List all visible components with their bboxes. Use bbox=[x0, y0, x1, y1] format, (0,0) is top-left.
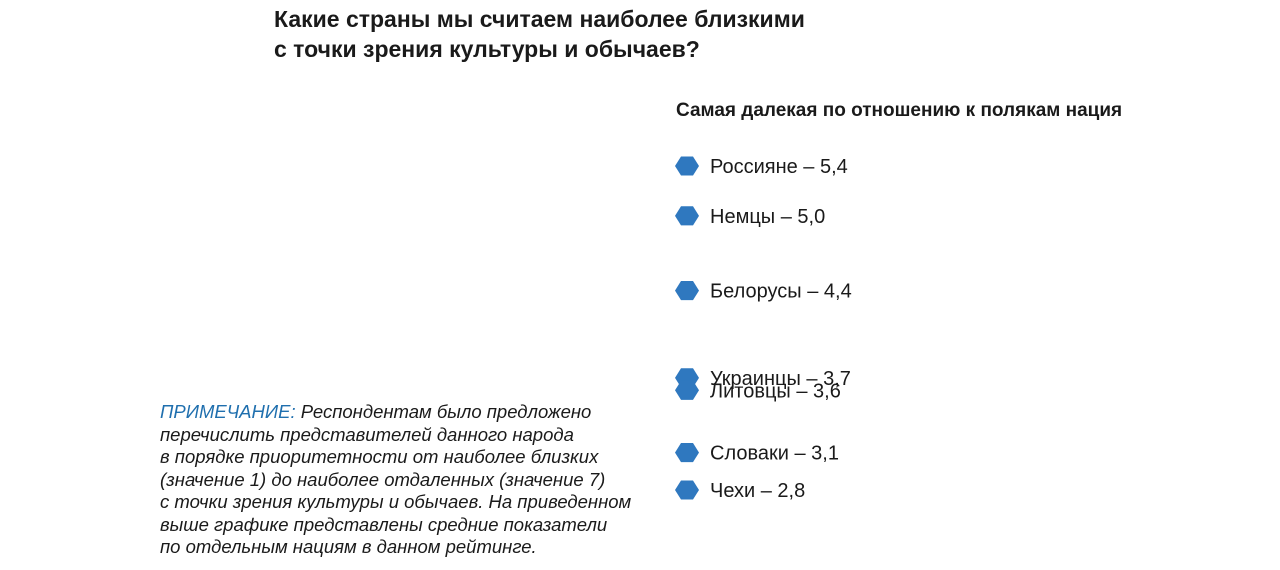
chart-point-label: Словаки – 3,1 bbox=[710, 443, 839, 465]
hexagon-marker-icon bbox=[675, 156, 699, 176]
note-line-3: в порядке приоритетности от наиболее бли… bbox=[160, 446, 599, 467]
chart-point: Чехи – 2,8 bbox=[675, 480, 805, 502]
chart-point-label: Чехи – 2,8 bbox=[710, 480, 805, 502]
note-text-1: Респондентам было предложено bbox=[300, 401, 592, 422]
hexagon-marker-icon bbox=[675, 281, 699, 301]
hexagon-marker-icon bbox=[675, 443, 699, 463]
note-line-1: ПРИМЕЧАНИЕ: Респондентам было предложено bbox=[160, 401, 660, 424]
chart-point: Немцы – 5,0 bbox=[675, 206, 825, 228]
chart-title-line-2: с точки зрения культуры и обычаев? bbox=[274, 36, 700, 62]
chart-point: Россияне – 5,4 bbox=[675, 156, 848, 178]
methodology-note: ПРИМЕЧАНИЕ: Респондентам было предложено… bbox=[160, 401, 660, 559]
chart-point: Белорусы – 4,4 bbox=[675, 281, 852, 303]
note-line-5: с точки зрения культуры и обычаев. На пр… bbox=[160, 491, 632, 512]
chart-point: Словаки – 3,1 bbox=[675, 443, 839, 465]
note-line-6: выше графике представлены средние показа… bbox=[160, 513, 608, 535]
chart-subtitle: Самая далекая по отношению к полякам нац… bbox=[676, 100, 1123, 121]
chart-point-label: Литовцы – 3,6 bbox=[710, 380, 841, 402]
chart-point-label: Украинцы – 3,7 bbox=[710, 368, 851, 390]
hexagon-marker-icon bbox=[675, 480, 699, 500]
chart-point-label: Россияне – 5,4 bbox=[710, 156, 848, 178]
note-line-7: по отдельным нациям в данном рейтинге. bbox=[160, 536, 537, 557]
chart-title: Какие страны мы считаем наиболее близким… bbox=[274, 4, 874, 64]
note-label: ПРИМЕЧАНИЕ: bbox=[160, 401, 296, 422]
chart-point: Литовцы – 3,6 bbox=[675, 380, 841, 402]
chart-title-line-1: Какие страны мы считаем наиболее близким… bbox=[274, 6, 805, 32]
chart-point-label: Немцы – 5,0 bbox=[710, 206, 825, 228]
note-line-2: перечислить представителей данного народ… bbox=[160, 423, 574, 445]
hexagon-marker-icon bbox=[675, 206, 699, 226]
note-line-4: (значение 1) до наиболее отдаленных (зна… bbox=[160, 468, 606, 490]
chart-point-label: Белорусы – 4,4 bbox=[710, 281, 852, 303]
hexagon-marker-icon bbox=[675, 380, 699, 400]
